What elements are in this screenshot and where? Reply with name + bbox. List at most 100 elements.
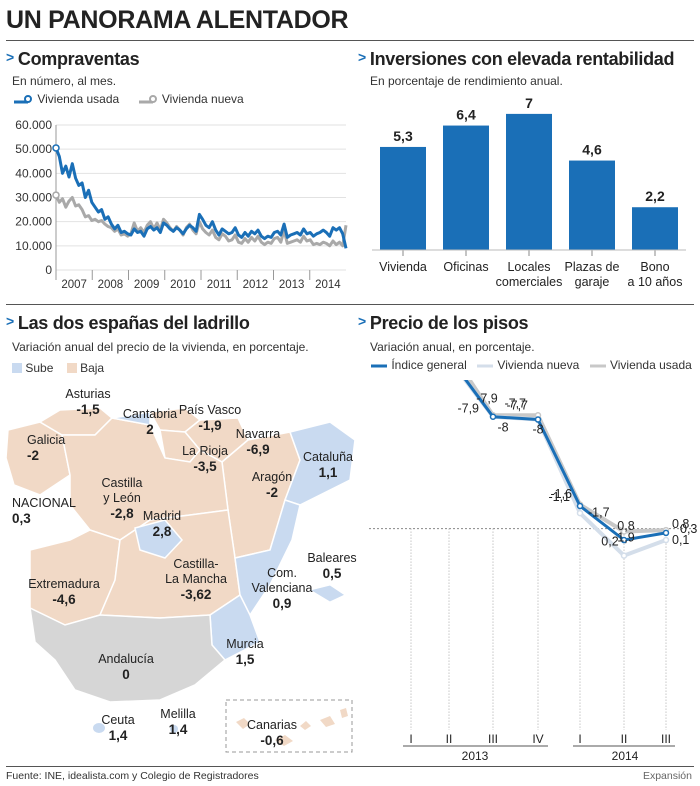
bar-category-label: garaje	[575, 275, 610, 289]
bar-category-label: Locales	[507, 260, 550, 274]
map-region-value: 1,4	[168, 722, 188, 737]
bar-value-label: 6,4	[456, 107, 476, 123]
pp-point	[620, 536, 628, 544]
pp-value-label: 0,8	[672, 517, 689, 531]
map-label-catalu-a: Cataluña 1,1	[268, 450, 388, 480]
map-region-name: Valenciana	[251, 581, 313, 595]
pp-group-label: 2013	[462, 749, 489, 763]
map-region-name: Aragón	[251, 470, 293, 484]
bar-category-label: comerciales	[496, 275, 563, 289]
cv-ytick-label: 50.000	[15, 142, 52, 156]
bar	[632, 207, 678, 250]
cv-xtick-label: 2008	[98, 279, 124, 291]
map-region-name: Madrid	[142, 509, 182, 523]
inversiones-title-text: Inversiones con elevada rentabilidad	[369, 49, 675, 69]
pp-value-label: -7,7	[504, 397, 526, 411]
map-region-value: 2,8	[152, 524, 172, 539]
footer-rule	[6, 766, 694, 767]
region-baleares-shape	[308, 584, 347, 603]
legend-nueva-label: Vivienda nueva	[161, 92, 244, 106]
cv-ytick-label: 40.000	[15, 166, 52, 180]
pp-point	[576, 502, 584, 510]
map-label-madrid: Madrid 2,8	[102, 509, 222, 539]
legend-usada-swatch	[14, 94, 32, 104]
espanas-subtitle: Variación anual del precio de la viviend…	[12, 340, 309, 354]
espanas-legend: Sube Baja	[12, 361, 104, 375]
map-region-name: Navarra	[235, 427, 281, 441]
chevron-icon: >	[6, 313, 14, 329]
map-region-value: 0,9	[272, 596, 292, 611]
precio-title-text: Precio de los pisos	[369, 313, 529, 333]
pp-point	[662, 536, 670, 544]
map-region-name: Murcia	[226, 637, 264, 651]
pp-value-label: 0,2	[601, 535, 618, 549]
portugal-shape	[0, 485, 90, 642]
bar-category-label: Bono	[640, 260, 669, 274]
legend-baja-label: Baja	[80, 361, 105, 375]
cv-xtick-label: 2011	[207, 279, 232, 291]
cv-ytick-label: 60.000	[15, 118, 52, 132]
cv-series-line	[54, 147, 348, 249]
precio-legend: Índice general Vivienda nueva Vivienda u…	[370, 358, 692, 372]
chevron-icon: >	[358, 313, 366, 329]
chevron-icon: >	[6, 49, 14, 65]
pp-quarter-label: II	[621, 732, 628, 746]
map-region-value: 1,4	[108, 728, 128, 743]
bar-category-label: Plazas de	[565, 260, 620, 274]
map-region-name: Asturias	[65, 387, 111, 401]
region-melilla-shape	[170, 725, 178, 733]
map-region-name: y León	[103, 491, 141, 505]
pp-point	[662, 529, 670, 537]
region-madrid-shape	[134, 519, 184, 559]
pp-value-label: -7,7	[506, 399, 528, 413]
map-region-name: Baleares	[307, 551, 357, 565]
source-note: Fuente: INE, idealista.com y Colegio de …	[6, 770, 259, 782]
pp-quarter-label: III	[661, 732, 671, 746]
map-region-value: 2	[146, 422, 154, 437]
pp-value-label: 1,9	[617, 531, 634, 545]
cv-xtick-label: 2007	[61, 279, 87, 291]
bar	[506, 113, 552, 250]
map-label-galicia: Galicia -2	[27, 433, 65, 463]
map-region-name: Extremadura	[28, 577, 100, 591]
map-label-murcia: Murcia 1,5	[185, 637, 305, 667]
legend-nueva-swatch	[138, 94, 157, 104]
precio-subtitle: Variación anual, en porcentaje.	[370, 340, 535, 354]
pp-series-line	[467, 380, 667, 534]
map-region-value: -6,9	[246, 442, 270, 457]
legend-general-swatch	[371, 364, 387, 368]
map-region-name: Melilla	[160, 707, 196, 721]
map-region-value: -3,5	[193, 459, 217, 474]
map-region-name: Com.	[267, 566, 297, 580]
espanas-title-text: Las dos españas del ladrillo	[17, 313, 250, 333]
pp-value-label: -8	[532, 422, 543, 436]
region-valenciana-shape	[234, 499, 301, 617]
bar-value-label: 2,2	[645, 188, 665, 204]
precio-chart: IIIIIIIVIIIIII20132014-14,3-12,1-7,9-7,7…	[369, 380, 697, 763]
map-region-value: 1,1	[318, 465, 338, 480]
region-cataluna-shape	[284, 421, 355, 506]
cv-series-start-point	[52, 144, 60, 152]
bar	[443, 125, 489, 250]
pp-value-label: 0,1	[672, 533, 689, 547]
map-region-value: -4,6	[52, 592, 76, 607]
map-region-value: -1,9	[198, 418, 222, 433]
pp-point	[489, 413, 497, 420]
map-region-value: -1,5	[76, 402, 100, 417]
map-label-ceuta: Ceuta 1,4	[58, 713, 178, 743]
region-cantabria-shape	[111, 411, 151, 426]
map-region-name: Galicia	[27, 433, 66, 447]
pp-group-label: 2014	[612, 749, 639, 763]
pp-point	[620, 528, 628, 535]
map-label-asturias: Asturias -1,5	[28, 387, 148, 417]
map-region-value: -2	[27, 448, 40, 463]
map-region-value: -2,8	[110, 506, 134, 521]
map-region-name: Andalucía	[98, 652, 154, 666]
map-region-name: Castilla-	[173, 557, 219, 571]
map-region-name: La Rioja	[182, 444, 228, 458]
pp-value-label: 0,3	[680, 522, 697, 536]
legend-general-label: Índice general	[391, 358, 467, 372]
compraventas-title: > Compraventas	[6, 49, 140, 70]
pp-value-label: -1,7	[588, 506, 610, 520]
cv-xtick-label: 2010	[170, 279, 196, 291]
